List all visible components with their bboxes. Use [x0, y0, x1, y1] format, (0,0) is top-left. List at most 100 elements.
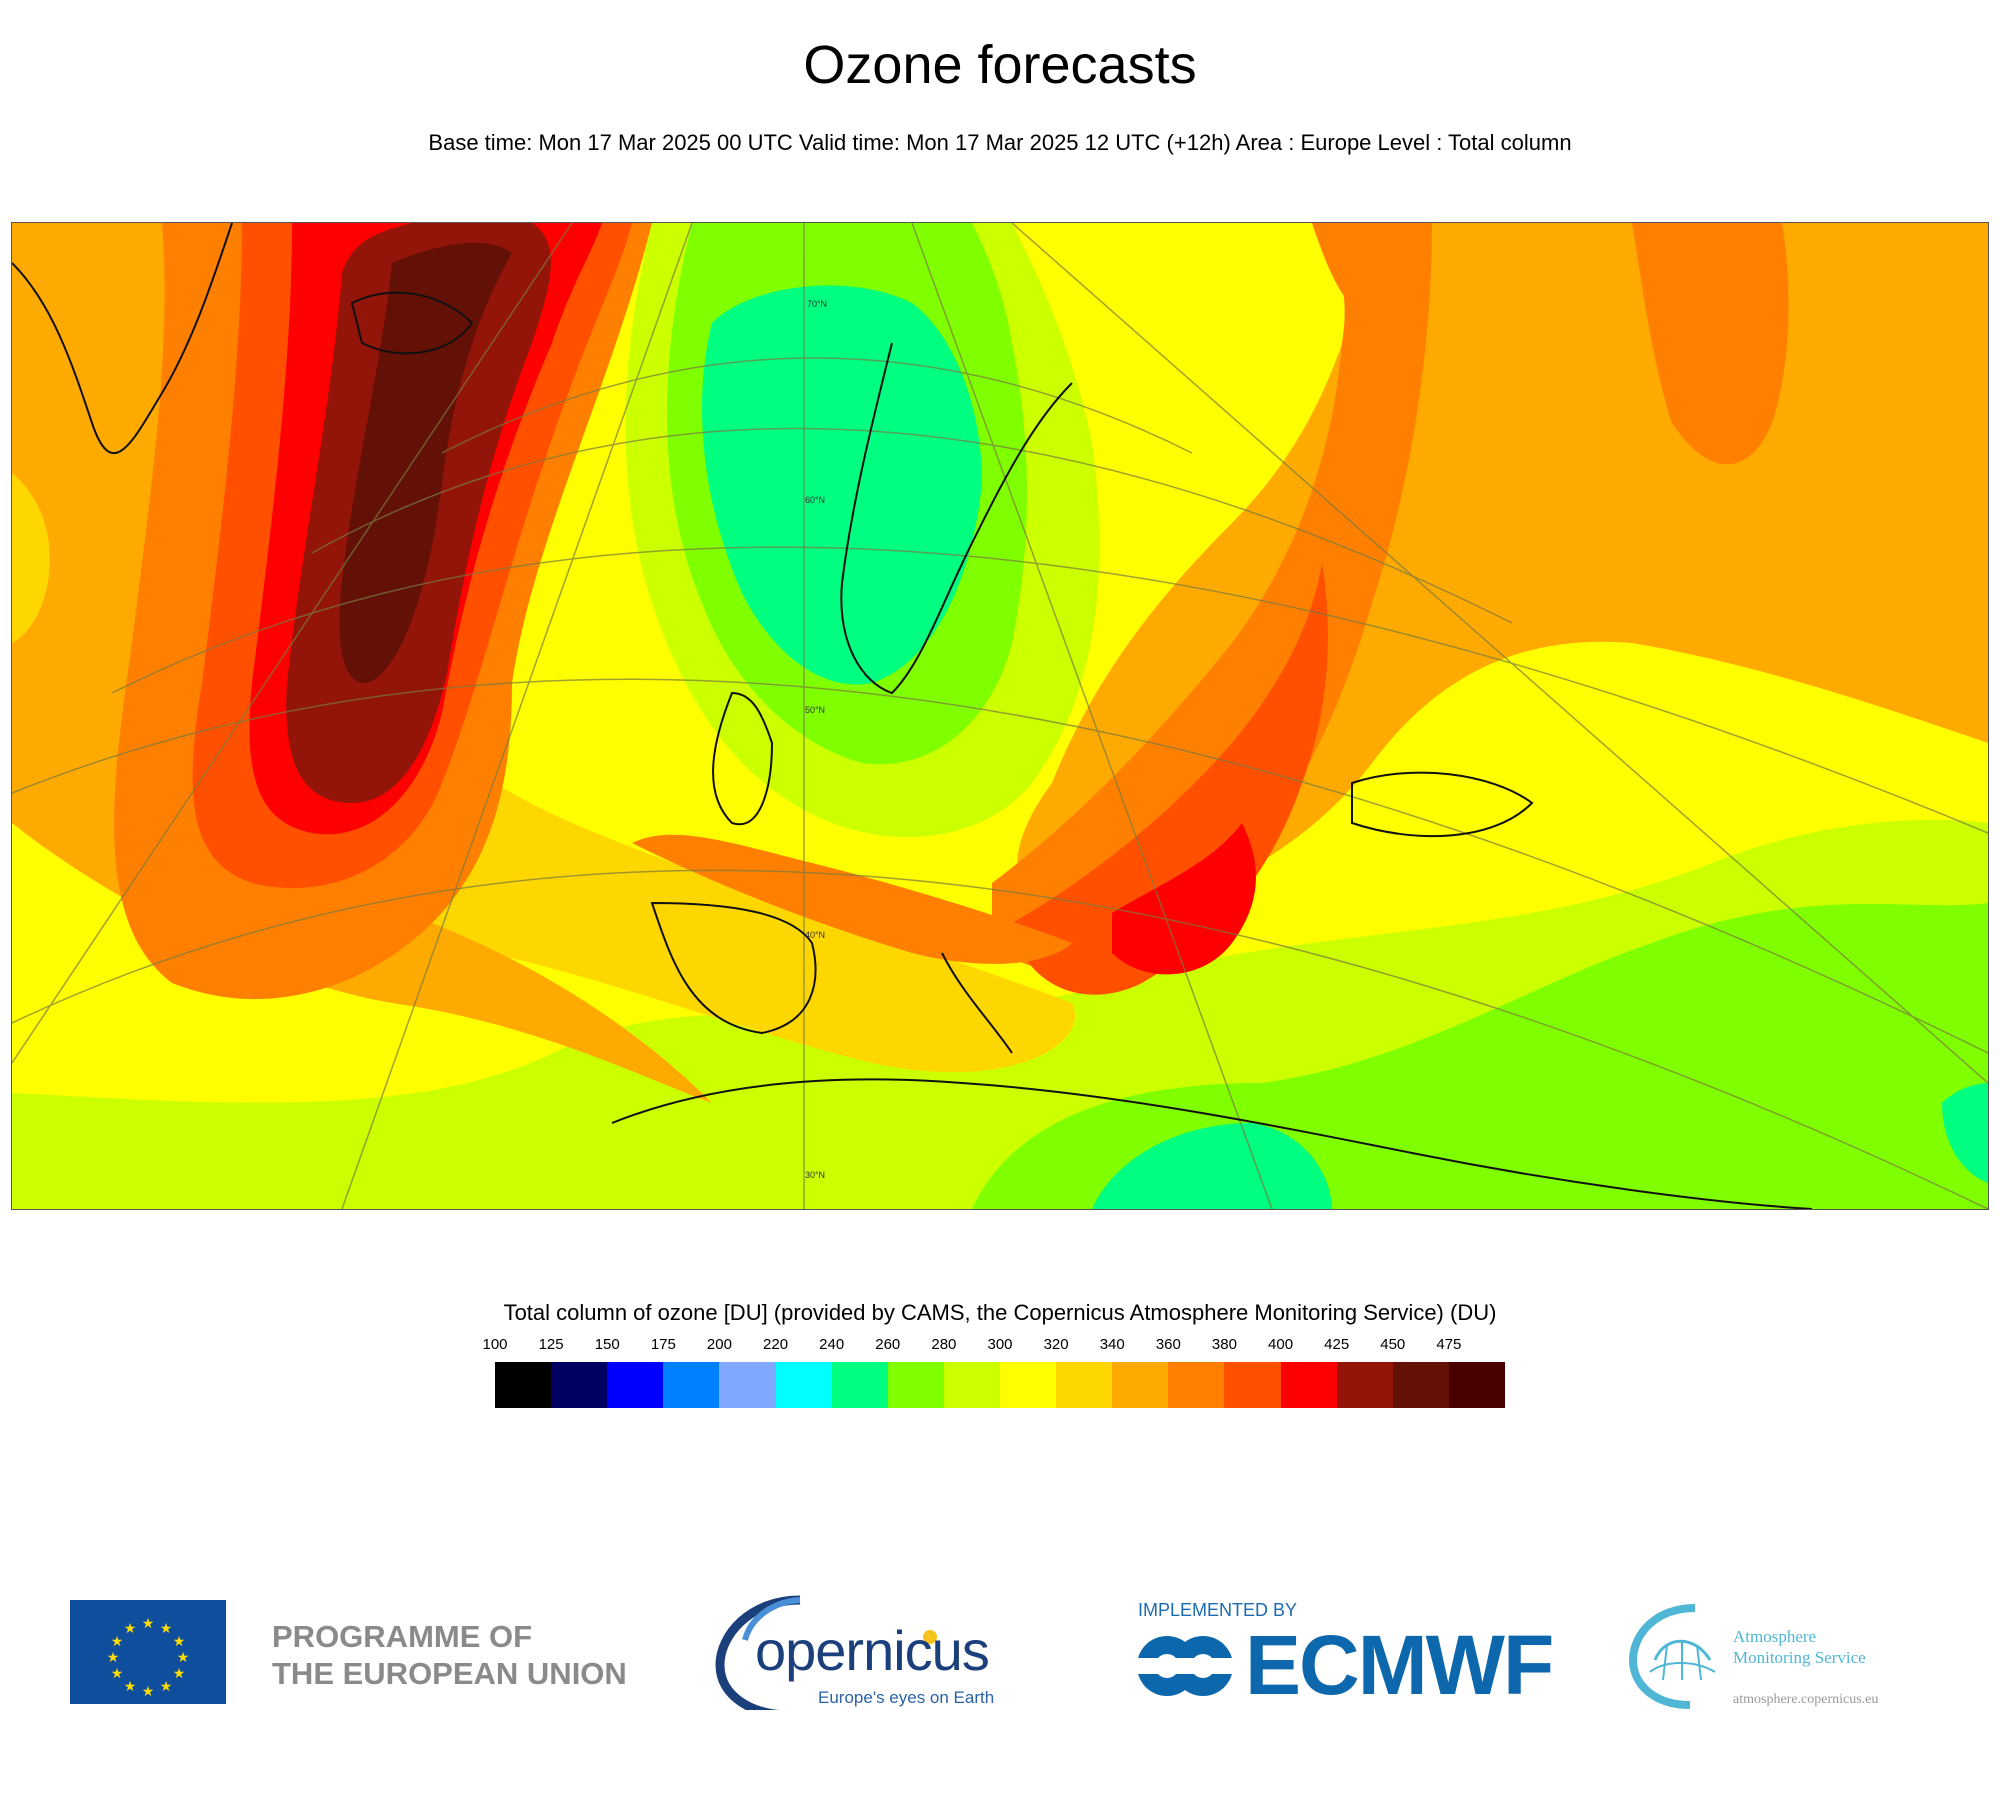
- british-isles-coast: [712, 691, 774, 826]
- svg-text:★: ★: [160, 1679, 173, 1695]
- legend-swatch: [775, 1362, 832, 1408]
- northwest-orange-patch: [1312, 223, 1392, 309]
- legend-tick-label: 300: [987, 1336, 1013, 1353]
- legend-swatch: [1280, 1362, 1337, 1408]
- eu-programme-text: PROGRAMME OF THE EUROPEAN UNION: [272, 1618, 627, 1692]
- legend-swatch: [943, 1362, 1000, 1408]
- svg-text:★: ★: [173, 1634, 186, 1650]
- iberia-coast: [650, 901, 817, 1035]
- legend-tick-label: 400: [1268, 1336, 1294, 1353]
- svg-text:★: ★: [124, 1621, 137, 1637]
- legend-tick-label: 340: [1099, 1336, 1125, 1353]
- legend-tick-label: 150: [594, 1336, 620, 1353]
- lat-line-60: [311, 427, 1513, 624]
- northeast-orange-patch: [1632, 223, 1789, 465]
- lat-label-60: 60°N: [805, 495, 825, 505]
- legend-swatch: [719, 1362, 776, 1408]
- italy-coast: [941, 952, 1013, 1054]
- legend-tick-label: 125: [538, 1336, 564, 1353]
- legend-swatch: [1392, 1362, 1449, 1408]
- legend-tick-label: 260: [875, 1336, 901, 1353]
- lat-label-40: 40°N: [805, 930, 825, 940]
- legend-swatch: [887, 1362, 944, 1408]
- legend-swatch: [1336, 1362, 1393, 1408]
- eu-flag-icon: ★ ★ ★ ★ ★ ★ ★ ★ ★ ★ ★ ★: [70, 1600, 226, 1704]
- graticule-lines: [12, 223, 1988, 1209]
- ecmwf-wordmark: ECMWF: [1245, 1618, 1554, 1712]
- ams-text-line1: Atmosphere: [1733, 1627, 1817, 1646]
- scandinavia-aqua-core: [702, 285, 982, 685]
- copernicus-wordmark: opernicus: [755, 1619, 990, 1682]
- legend-swatch: [999, 1362, 1057, 1408]
- svg-text:★: ★: [142, 1684, 155, 1700]
- legend-tick-label: 175: [650, 1336, 676, 1353]
- legend-tick-label: 100: [482, 1336, 508, 1353]
- svg-text:★: ★: [160, 1621, 173, 1637]
- ozone-map[interactable]: 70°N 60°N 50°N 40°N 30°N: [11, 222, 1989, 1210]
- copernicus-logo-icon: [715, 1595, 937, 1710]
- legend-swatch: [607, 1362, 664, 1408]
- legend-swatch: [1224, 1362, 1281, 1408]
- legend-tick-label: 320: [1043, 1336, 1069, 1353]
- ams-service-name: Atmosphere Monitoring Service: [1733, 1626, 1866, 1668]
- legend-tick-label: 425: [1324, 1336, 1350, 1353]
- svg-text:★: ★: [124, 1679, 137, 1695]
- legend-tick-label: 220: [763, 1336, 789, 1353]
- legend-tick-label: 450: [1380, 1336, 1406, 1353]
- svg-text:★: ★: [111, 1634, 124, 1650]
- svg-text:★: ★: [173, 1666, 186, 1682]
- ams-text-line2: Monitoring Service: [1733, 1648, 1866, 1667]
- meridian-w20: [341, 223, 693, 1209]
- copernicus-tagline: Europe's eyes on Earth: [818, 1688, 995, 1707]
- legend-swatch: [1056, 1362, 1113, 1408]
- svg-text:★: ★: [107, 1650, 120, 1666]
- coastline-lines: [12, 223, 1813, 1209]
- legend-tick-label: 380: [1211, 1336, 1237, 1353]
- lat-line-30: [12, 869, 1988, 1209]
- lat-label-70: 70°N: [807, 299, 827, 309]
- eu-text-line1: PROGRAMME OF: [272, 1619, 533, 1654]
- legend-color-bar: [495, 1362, 1505, 1408]
- lat-line-40: [12, 678, 1988, 1054]
- black-sea-coast: [1351, 771, 1534, 838]
- legend-swatch: [1112, 1362, 1169, 1408]
- legend-tick-label: 200: [706, 1336, 732, 1353]
- svg-text:★: ★: [142, 1616, 155, 1632]
- page-title: Ozone forecasts: [803, 35, 1197, 95]
- legend-tick-label: 280: [931, 1336, 957, 1353]
- implemented-by-label: IMPLEMENTED BY: [1138, 1600, 1298, 1620]
- lat-label-30: 30°N: [805, 1170, 825, 1180]
- meridian-w40: [12, 223, 573, 1064]
- greenland-coast: [12, 223, 233, 454]
- ecmwf-symbol-icon: [1137, 1636, 1233, 1696]
- legend-swatch: [831, 1362, 888, 1408]
- north-africa-coast: [611, 1078, 1813, 1209]
- med-orange-band: [632, 834, 1072, 964]
- legend-tick-label: 240: [819, 1336, 845, 1353]
- legend-tick-label: 360: [1155, 1336, 1181, 1353]
- meridian-e40: [1011, 223, 1988, 1084]
- forecast-subtitle: Base time: Mon 17 Mar 2025 00 UTC Valid …: [428, 130, 1572, 155]
- central-red-orange-ridge: [1012, 563, 1328, 995]
- legend-swatch: [551, 1362, 608, 1408]
- south-aqua-patch: [1092, 1123, 1332, 1209]
- lat-line-70: [441, 357, 1193, 454]
- ozone-map-canvas: 70°N 60°N 50°N 40°N 30°N: [12, 223, 1988, 1209]
- legend-swatch: [1448, 1362, 1505, 1408]
- scandinavia-coast: [840, 342, 1073, 695]
- legend-swatch: [663, 1362, 720, 1408]
- footer-logos: ★ ★ ★ ★ ★ ★ ★ ★ ★ ★ ★ ★ PROGRAMME OF THE EUROPEA…: [0, 1590, 2000, 1720]
- svg-text:★: ★: [177, 1650, 190, 1666]
- legend-tick-labels: 100 125 150 175 200 220 240 260 280 300 320 340 360 3…: [482, 1336, 1505, 1356]
- ams-url: atmosphere.copernicus.eu: [1733, 1692, 1879, 1707]
- svg-text:★: ★: [111, 1666, 124, 1682]
- east-aqua-patch: [1942, 1083, 1988, 1183]
- legend-swatch: [495, 1362, 552, 1408]
- iceland-coast: [350, 291, 474, 355]
- legend-tick-label: 475: [1436, 1336, 1462, 1353]
- balkans-red-core: [1112, 823, 1256, 975]
- lat-line-50: [111, 546, 1988, 834]
- legend-title: Total column of ozone [DU] (provided by …: [503, 1300, 1497, 1325]
- atmosphere-monitoring-globe-icon: [1628, 1604, 1716, 1709]
- meridian-e20: [911, 223, 1273, 1209]
